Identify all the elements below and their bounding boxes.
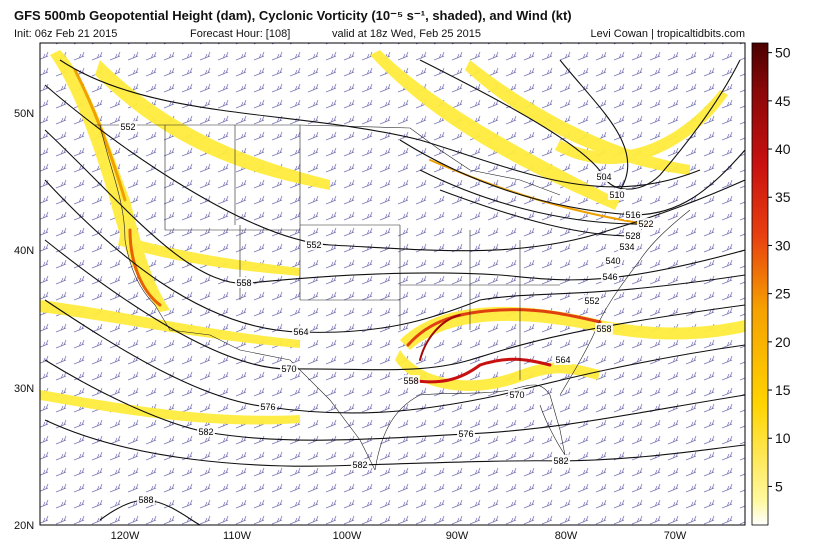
contour-label: 516 <box>625 210 640 220</box>
title: GFS 500mb Geopotential Height (dam), Cyc… <box>14 8 572 23</box>
colorbar-label: 35 <box>775 189 791 205</box>
contour-label: 570 <box>281 364 296 374</box>
contour-label: 546 <box>602 272 617 282</box>
contour-label-bg <box>259 401 277 412</box>
contour-label: 552 <box>120 122 135 132</box>
credit: Levi Cowan | tropicaltidbits.com <box>591 28 745 40</box>
contour-label-bg <box>618 241 636 252</box>
contour-label-bg <box>624 209 642 220</box>
contour-label: 552 <box>306 240 321 250</box>
contour-label-bg <box>351 459 369 470</box>
colorbar-label: 25 <box>775 286 791 302</box>
contour-label-bg <box>197 426 215 437</box>
contour-label: 528 <box>625 231 640 241</box>
lon-label: 70W <box>664 530 687 542</box>
contour-label: 558 <box>596 324 611 334</box>
lon-label: 120W <box>111 530 140 542</box>
colorbar-label: 30 <box>775 237 791 253</box>
colorbar-label: 5 <box>775 478 783 494</box>
contour-label-bg <box>457 428 475 439</box>
contour-label: 564 <box>555 355 570 365</box>
contour-label-bg <box>554 354 572 365</box>
height-contours <box>44 59 745 525</box>
colorbar <box>751 42 769 526</box>
contour-label: 582 <box>352 460 367 470</box>
contour-label-bg <box>637 218 655 229</box>
contour-label: 576 <box>458 429 473 439</box>
colorbar-label: 20 <box>775 334 791 350</box>
contour-label-bg <box>624 230 642 241</box>
colorbar-label: 15 <box>775 382 791 398</box>
contour-label-bg <box>292 326 310 337</box>
contour-label: 504 <box>596 172 611 182</box>
contour-label-bg <box>604 255 622 266</box>
contour-label-bg <box>280 363 298 374</box>
contour-label-bg <box>608 189 626 200</box>
contour-label-bg <box>552 455 570 466</box>
vorticity-shading <box>40 50 745 425</box>
contour-label-bg <box>601 271 619 282</box>
colorbar-label: 40 <box>775 141 791 157</box>
lat-label: 40N <box>14 245 34 257</box>
contour-label: 558 <box>236 278 251 288</box>
contour-label: 552 <box>584 296 599 306</box>
lat-label: 20N <box>14 520 34 532</box>
contour-label-bg <box>137 494 155 505</box>
lat-label: 50N <box>14 108 34 120</box>
lat-label: 30N <box>14 383 34 395</box>
lon-label: 110W <box>223 530 252 542</box>
contour-label-bg <box>595 171 613 182</box>
contour-label: 558 <box>403 376 418 386</box>
lon-label: 100W <box>333 530 362 542</box>
contour-label-bg <box>235 277 253 288</box>
contour-label: 534 <box>619 242 634 252</box>
contour-label-bg <box>508 389 526 400</box>
contour-label-bg <box>119 121 137 132</box>
init-time: Init: 06z Feb 21 2015 <box>14 28 117 40</box>
contour-label: 570 <box>509 390 524 400</box>
map-frame <box>39 42 746 526</box>
contour-label: 564 <box>293 327 308 337</box>
forecast-hour: Forecast Hour: [108] <box>190 28 290 40</box>
colorbar-label: 50 <box>775 45 791 61</box>
contour-label: 540 <box>605 256 620 266</box>
contour-label: 582 <box>198 427 213 437</box>
lon-label: 90W <box>446 530 469 542</box>
contour-label: 510 <box>609 190 624 200</box>
contour-label-bg <box>402 375 420 386</box>
contour-label-bg <box>583 295 601 306</box>
contour-label: 576 <box>260 402 275 412</box>
geography <box>95 124 691 471</box>
contour-label-bg <box>305 239 323 250</box>
colorbar-label: 45 <box>775 93 791 109</box>
contour-label: 522 <box>638 219 653 229</box>
contour-label-bg <box>595 323 613 334</box>
contour-label: 588 <box>138 495 153 505</box>
lon-label: 80W <box>555 530 578 542</box>
colorbar-label: 10 <box>775 430 791 446</box>
contour-label: 582 <box>553 456 568 466</box>
valid-time: valid at 18z Wed, Feb 25 2015 <box>332 28 481 40</box>
